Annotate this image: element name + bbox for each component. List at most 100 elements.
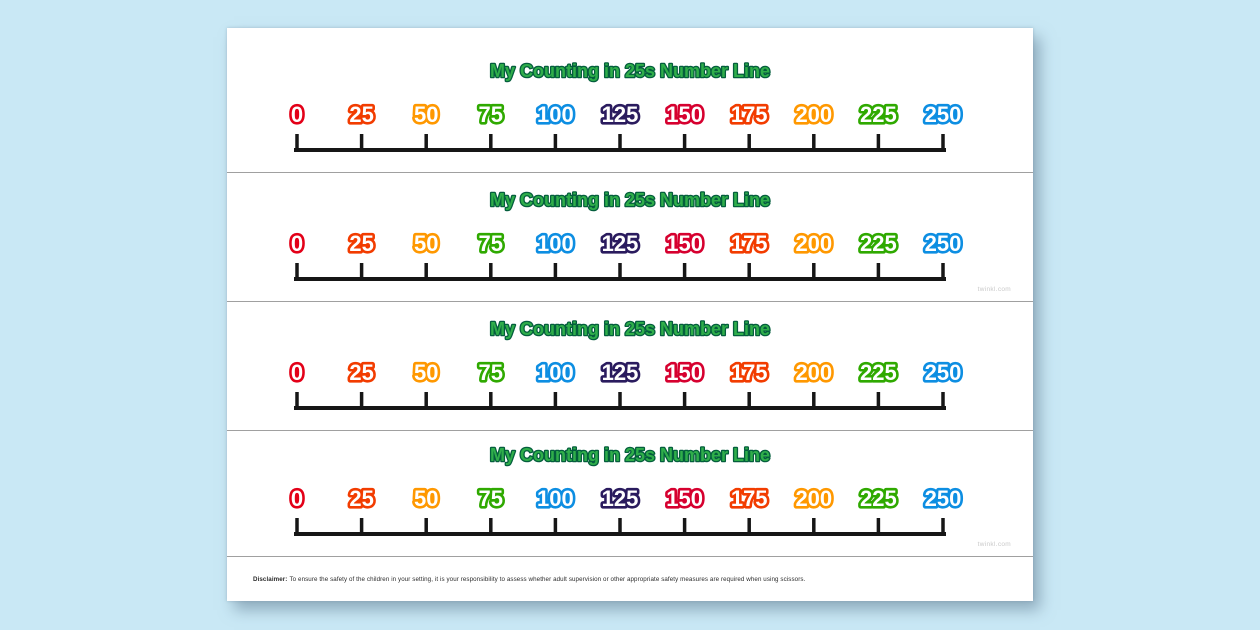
number-label-50: 50 bbox=[414, 486, 438, 511]
tick-mark bbox=[359, 134, 364, 152]
tick-mark bbox=[295, 518, 299, 536]
tick-mark bbox=[812, 134, 816, 152]
watermark-text: twinkl.com bbox=[977, 286, 1011, 293]
tick-mark bbox=[941, 134, 945, 152]
number-label-25: 25 bbox=[349, 486, 373, 511]
strip-title: My Counting in 25s Number Line bbox=[490, 61, 770, 81]
number-label-0: 0 bbox=[291, 102, 303, 127]
tick-mark bbox=[876, 518, 881, 536]
strip-title: My Counting in 25s Number Line bbox=[490, 319, 770, 339]
tick-mark bbox=[295, 392, 299, 410]
tick-mark bbox=[618, 263, 622, 281]
tick-mark bbox=[553, 518, 558, 536]
tick-mark bbox=[876, 263, 881, 281]
disclaimer-text: To ensure the safety of the children in … bbox=[289, 576, 806, 583]
tick-mark bbox=[682, 263, 687, 281]
number-line-strip: My Counting in 25s Number Line 0 25 50 75 100… bbox=[227, 302, 1033, 431]
tick-mark bbox=[876, 392, 881, 410]
number-label-150: 150 bbox=[666, 360, 703, 385]
tick-mark bbox=[424, 518, 428, 536]
tick-mark bbox=[489, 263, 493, 281]
number-label-225: 225 bbox=[860, 486, 897, 511]
number-label-100: 100 bbox=[537, 102, 574, 127]
tick-mark bbox=[941, 518, 945, 536]
tick-mark bbox=[941, 392, 945, 410]
number-label-150: 150 bbox=[666, 231, 703, 256]
tick-mark bbox=[359, 392, 364, 410]
number-label-25: 25 bbox=[349, 231, 373, 256]
tick-mark bbox=[489, 392, 493, 410]
tick-mark bbox=[424, 263, 428, 281]
number-label-125: 125 bbox=[602, 231, 639, 256]
number-label-175: 175 bbox=[731, 231, 768, 256]
number-label-125: 125 bbox=[602, 360, 639, 385]
tick-mark bbox=[489, 134, 493, 152]
number-label-25: 25 bbox=[349, 360, 373, 385]
number-label-250: 250 bbox=[925, 102, 962, 127]
disclaimer-label: Disclaimer: bbox=[253, 576, 288, 583]
tick-mark bbox=[553, 263, 558, 281]
number-label-50: 50 bbox=[414, 360, 438, 385]
number-label-100: 100 bbox=[537, 360, 574, 385]
tick-mark bbox=[295, 263, 299, 281]
number-label-150: 150 bbox=[666, 486, 703, 511]
watermark-text: twinkl.com bbox=[977, 541, 1011, 548]
number-line-strip: My Counting in 25s Number Line 0 25 50 75 100… bbox=[227, 28, 1033, 173]
number-label-50: 50 bbox=[414, 231, 438, 256]
number-label-125: 125 bbox=[602, 486, 639, 511]
number-label-150: 150 bbox=[666, 102, 703, 127]
number-label-250: 250 bbox=[925, 231, 962, 256]
tick-mark bbox=[295, 134, 299, 152]
number-line-graphic: My Counting in 25s Number Line 0 25 50 75 100… bbox=[288, 318, 964, 410]
number-label-50: 50 bbox=[414, 102, 438, 127]
number-label-225: 225 bbox=[860, 102, 897, 127]
tick-mark bbox=[812, 263, 816, 281]
number-line-strip: My Counting in 25s Number Line 0 25 50 75 100… bbox=[227, 173, 1033, 302]
tick-mark bbox=[876, 134, 881, 152]
tick-mark bbox=[618, 134, 622, 152]
number-label-200: 200 bbox=[795, 360, 832, 385]
tick-mark bbox=[553, 134, 558, 152]
number-label-0: 0 bbox=[291, 231, 303, 256]
tick-mark bbox=[424, 392, 428, 410]
number-label-125: 125 bbox=[602, 102, 639, 127]
tick-mark bbox=[682, 134, 687, 152]
number-label-175: 175 bbox=[731, 102, 768, 127]
number-label-100: 100 bbox=[537, 231, 574, 256]
tick-mark bbox=[747, 518, 751, 536]
tick-mark bbox=[682, 518, 687, 536]
number-label-75: 75 bbox=[479, 231, 503, 256]
number-label-100: 100 bbox=[537, 486, 574, 511]
number-label-25: 25 bbox=[349, 102, 373, 127]
tick-mark bbox=[618, 392, 622, 410]
tick-mark bbox=[812, 518, 816, 536]
number-label-75: 75 bbox=[479, 486, 503, 511]
strip-title: My Counting in 25s Number Line bbox=[490, 190, 770, 210]
tick-mark bbox=[489, 518, 493, 536]
tick-mark bbox=[747, 392, 751, 410]
number-label-250: 250 bbox=[925, 360, 962, 385]
tick-mark bbox=[618, 518, 622, 536]
number-label-0: 0 bbox=[291, 486, 303, 511]
tick-mark bbox=[424, 134, 428, 152]
number-label-200: 200 bbox=[795, 486, 832, 511]
worksheet-page: My Counting in 25s Number Line 0 25 50 75 100… bbox=[227, 28, 1033, 601]
tick-mark bbox=[682, 392, 687, 410]
disclaimer-footer: Disclaimer: To ensure the safety of the c… bbox=[227, 557, 1033, 601]
number-label-200: 200 bbox=[795, 102, 832, 127]
number-label-200: 200 bbox=[795, 231, 832, 256]
number-label-75: 75 bbox=[479, 102, 503, 127]
tick-mark bbox=[747, 263, 751, 281]
number-line-graphic: My Counting in 25s Number Line 0 25 50 75 100… bbox=[288, 444, 964, 536]
number-label-175: 175 bbox=[731, 360, 768, 385]
tick-mark bbox=[812, 392, 816, 410]
number-label-0: 0 bbox=[291, 360, 303, 385]
tick-mark bbox=[747, 134, 751, 152]
number-line-graphic: My Counting in 25s Number Line 0 25 50 75 100… bbox=[288, 189, 964, 281]
tick-mark bbox=[941, 263, 945, 281]
number-line-strips-container: My Counting in 25s Number Line 0 25 50 75 100… bbox=[227, 28, 1033, 557]
number-label-225: 225 bbox=[860, 360, 897, 385]
number-label-175: 175 bbox=[731, 486, 768, 511]
number-line-graphic: My Counting in 25s Number Line 0 25 50 75 100… bbox=[288, 60, 964, 152]
strip-title: My Counting in 25s Number Line bbox=[490, 445, 770, 465]
